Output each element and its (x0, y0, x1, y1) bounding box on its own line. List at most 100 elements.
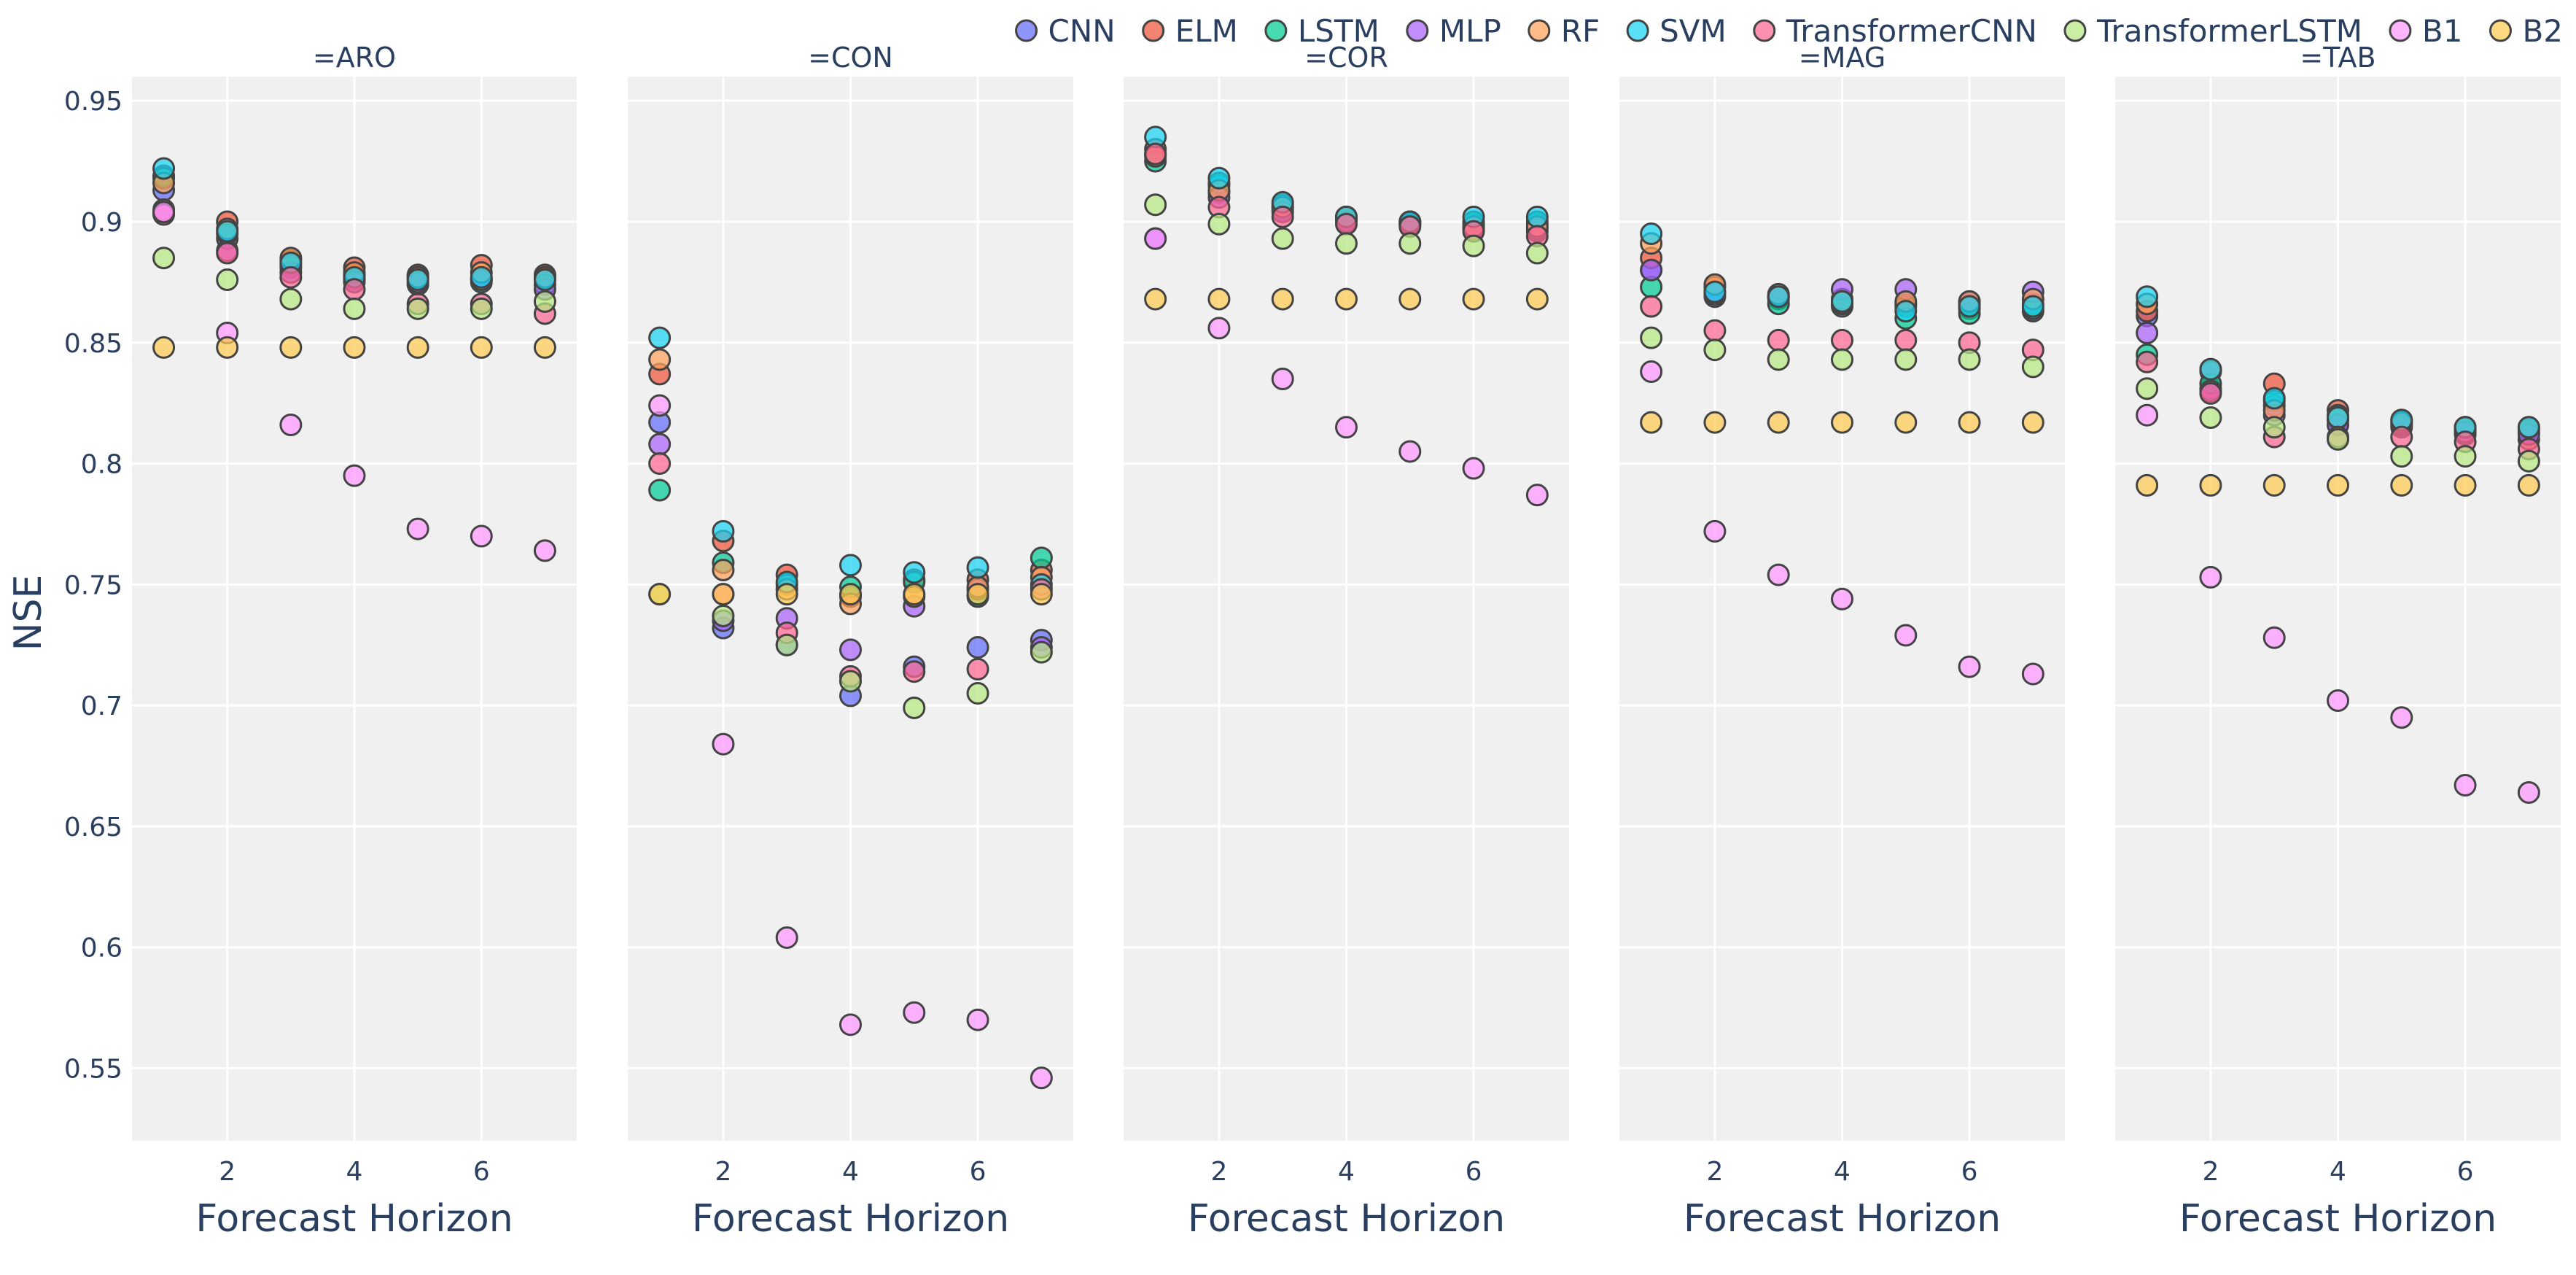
legend-item-svm[interactable]: SVM (1626, 13, 1727, 49)
point-b1-h1 (648, 394, 672, 417)
legend-item-mlp[interactable]: MLP (1406, 13, 1501, 49)
point-b1-h2 (2199, 565, 2222, 589)
point-transformerlstm-h5 (903, 696, 926, 719)
legend-label: B1 (2422, 13, 2463, 49)
legend-marker (2389, 19, 2412, 42)
legend-item-transformercnn[interactable]: TransformerCNN (1753, 13, 2037, 49)
x-tick-label: 2 (1706, 1157, 1723, 1187)
point-transformerlstm-h7 (2517, 449, 2540, 473)
x-tick-label: 4 (1338, 1157, 1355, 1187)
point-b1-h7 (1030, 1066, 1053, 1090)
point-svm-h4 (1831, 290, 1853, 313)
point-b2-h7 (2517, 473, 2540, 497)
point-b2-h1 (152, 336, 176, 359)
point-svm-h1 (1640, 222, 1663, 246)
point-transformercnn-h4 (343, 278, 366, 301)
point-transformerlstm-h3 (775, 633, 798, 656)
point-b1-h3 (2262, 626, 2286, 649)
point-b1-h2 (712, 732, 735, 756)
point-transformerlstm-h4 (2327, 427, 2349, 451)
point-svm-h4 (2327, 406, 2349, 430)
point-transformerlstm-h5 (1894, 348, 1918, 371)
point-transformerlstm-h3 (2262, 416, 2286, 439)
x-axis-title: Forecast Horizon (1188, 1197, 1505, 1241)
point-b1-h4 (1335, 416, 1358, 439)
point-b1-h7 (1525, 484, 1549, 507)
point-svm-h5 (1894, 300, 1918, 323)
legend-item-cnn[interactable]: CNN (1015, 13, 1116, 49)
point-transformerlstm-h7 (2021, 355, 2044, 379)
point-svm-h7 (2021, 295, 2044, 318)
point-rf-h2 (712, 558, 735, 581)
point-transformercnn-h2 (2199, 381, 2222, 405)
point-transformercnn-h5 (1894, 328, 1918, 352)
point-b2-h2 (1207, 287, 1231, 311)
legend-label: ELM (1175, 13, 1238, 49)
point-b1-h1 (2136, 403, 2159, 427)
legend-label: SVM (1659, 13, 1727, 49)
point-b2-h5 (406, 336, 429, 359)
point-b1-h7 (2517, 781, 2540, 805)
point-lstm-h1 (648, 478, 672, 502)
facet-tab: =TAB 2 4 6 Forecast Horizon (2115, 42, 2561, 1241)
legend-item-elm[interactable]: ELM (1142, 13, 1238, 49)
point-b2-h3 (1767, 411, 1790, 434)
point-transformerlstm-h6 (966, 682, 989, 705)
legend-marker (2063, 19, 2087, 42)
point-b1-h6 (2454, 774, 2477, 797)
point-svm-h3 (1767, 285, 1790, 309)
point-transformerlstm-h6 (1958, 348, 1981, 371)
legend-label: LSTM (1298, 13, 1380, 49)
legend-marker (1264, 19, 1288, 42)
point-svm-h6 (966, 556, 989, 579)
facet-aro: =ARO 2 4 6 Forecast Horizon 0.55 0.6 0.65 0.7 0.7… (64, 42, 577, 1241)
point-transformerlstm-h2 (216, 268, 239, 292)
x-axis-title: Forecast Horizon (692, 1197, 1009, 1241)
x-tick-label: 4 (842, 1157, 859, 1187)
point-b2-h7 (533, 336, 556, 359)
point-b1-h7 (533, 539, 556, 562)
point-b2-h3 (1271, 287, 1294, 311)
point-b2-h6 (2454, 473, 2477, 497)
point-transformercnn-h2 (1703, 319, 1727, 342)
point-lstm-h7 (1030, 546, 1053, 570)
legend-item-b2[interactable]: B2 (2489, 13, 2563, 49)
point-b2-h5 (1398, 287, 1422, 311)
point-transformerlstm-h2 (712, 604, 735, 627)
legend-item-lstm[interactable]: LSTM (1264, 13, 1380, 49)
point-b2-h5 (1894, 411, 1918, 434)
legend-marker (1406, 19, 1429, 42)
point-cnn-h6 (966, 636, 989, 659)
legend-item-transformerlstm[interactable]: TransformerLSTM (2063, 13, 2362, 49)
point-b2-h5 (2390, 473, 2413, 497)
point-b2-h7 (1525, 287, 1549, 311)
point-transformercnn-h4 (1831, 328, 1853, 352)
point-transformercnn-h3 (279, 266, 303, 289)
point-b2-h4 (343, 336, 366, 359)
point-transformerlstm-h3 (1767, 348, 1790, 371)
point-b1-h6 (966, 1008, 989, 1031)
facet-title: =ARO (313, 42, 396, 74)
point-transformerlstm-h2 (1207, 212, 1231, 236)
point-transformerlstm-h1 (1144, 193, 1167, 217)
point-transformerlstm-h4 (839, 670, 862, 693)
point-transformercnn-h6 (966, 657, 989, 681)
x-tick-label: 6 (2457, 1157, 2474, 1187)
point-transformercnn-h5 (2390, 425, 2413, 449)
legend-label: B2 (2522, 13, 2563, 49)
legend-item-b1[interactable]: B1 (2389, 13, 2463, 49)
point-b2-h2 (2199, 473, 2222, 497)
point-transformercnn-h5 (903, 660, 926, 683)
point-b1-h5 (1398, 440, 1422, 463)
point-b2-h3 (2262, 473, 2286, 497)
x-tick-label: 4 (346, 1157, 363, 1187)
legend-marker (1015, 19, 1038, 42)
point-svm-h6 (470, 266, 493, 289)
point-b1-h2 (1703, 519, 1727, 543)
point-svm-h4 (839, 554, 862, 577)
point-b2-h6 (966, 583, 989, 606)
legend-marker (1626, 19, 1649, 42)
point-svm-h5 (406, 268, 429, 292)
point-transformerlstm-h1 (1640, 326, 1663, 349)
legend-item-rf[interactable]: RF (1528, 13, 1600, 49)
